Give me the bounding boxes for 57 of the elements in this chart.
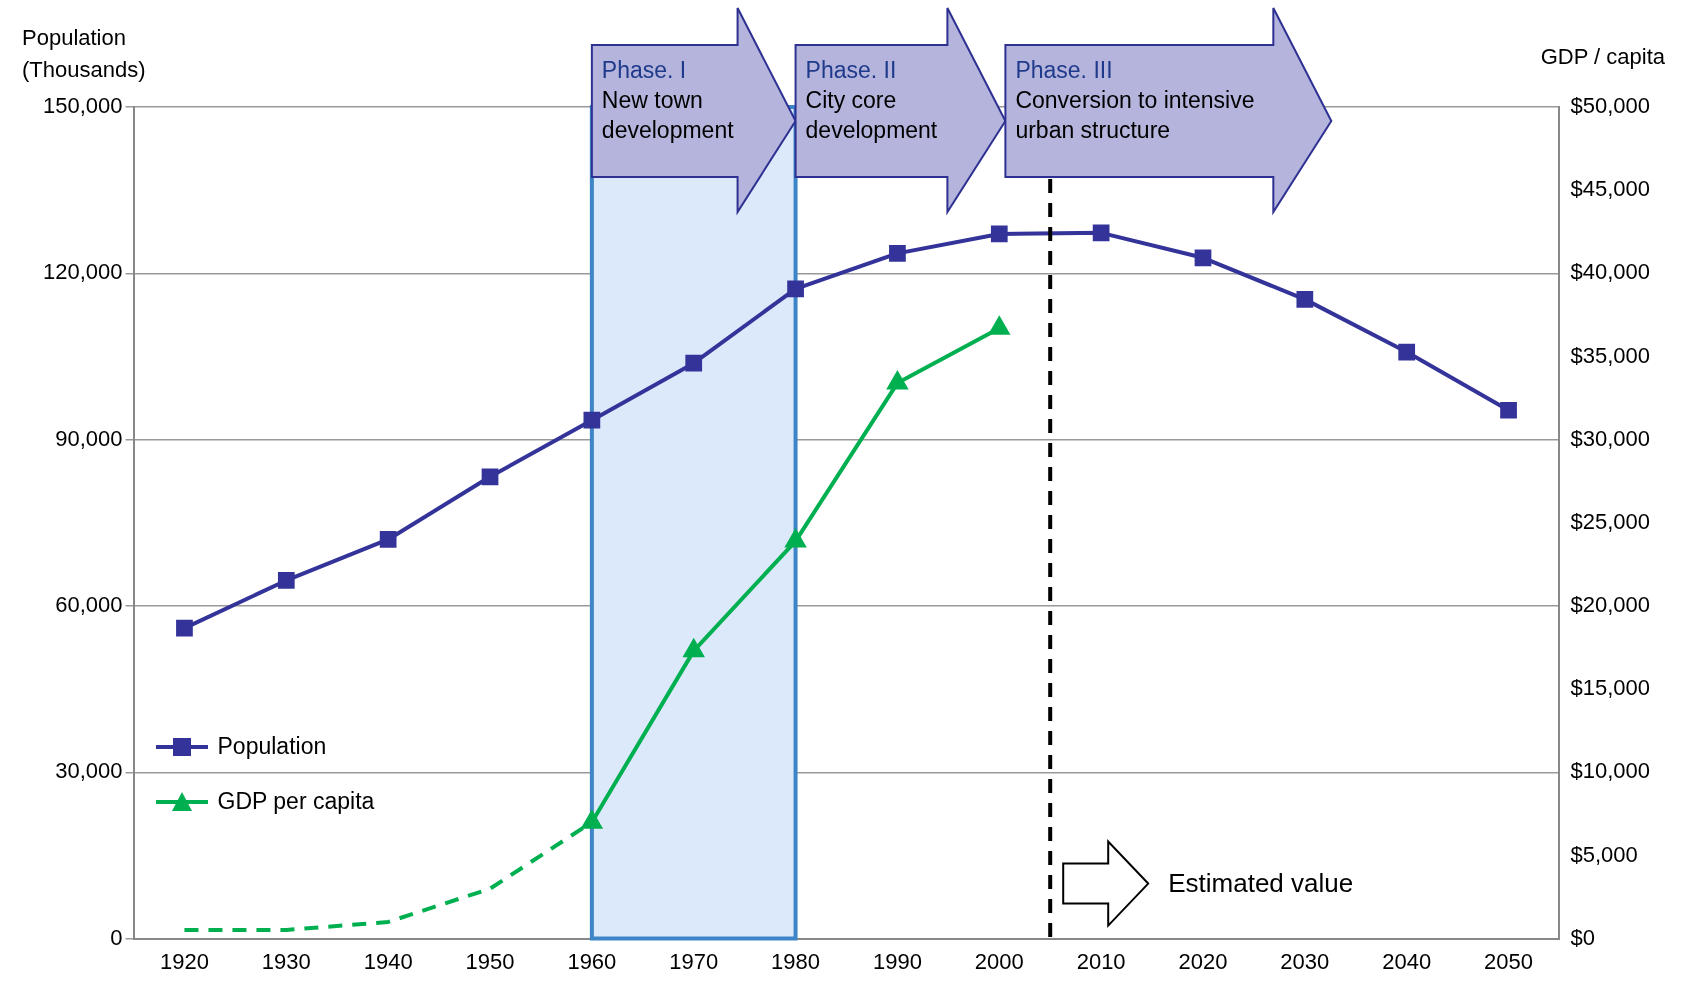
point: [887, 372, 908, 390]
y2-tick-label: $15,000: [1570, 675, 1651, 701]
annotation: Phase. I New town development: [601, 56, 735, 145]
x-tick-label: 2030: [1280, 948, 1330, 974]
point: [1092, 224, 1110, 242]
point: [787, 280, 804, 298]
point: [583, 411, 601, 429]
y2-tick-label: $0: [1570, 924, 1595, 950]
point: [1194, 249, 1212, 267]
y2-tick-label: $50,000: [1570, 93, 1651, 119]
legend-label: Population: [217, 733, 327, 761]
y2-tick-label: $20,000: [1570, 592, 1651, 618]
y2-tick-label: $5,000: [1570, 841, 1638, 867]
legend-label: GDP per capita: [217, 788, 375, 816]
point: [1296, 291, 1314, 308]
annotation: Estimated value: [1168, 867, 1354, 899]
point: [785, 530, 806, 548]
y2-tick-label: $45,000: [1570, 176, 1651, 202]
x-tick-label: 1970: [669, 948, 719, 974]
y2-axis-title: GDP / capita: [1540, 44, 1665, 70]
annotation: Phase. III Conversion to intensive urban structure: [1015, 56, 1256, 145]
x-tick-label: 2040: [1382, 948, 1432, 974]
x-tick-label: 2020: [1178, 948, 1228, 974]
point: [1500, 401, 1517, 419]
y-tick-label: 0: [110, 924, 123, 950]
x-tick-label: 2050: [1484, 948, 1534, 974]
x-tick-label: 1980: [771, 948, 821, 974]
x-tick-label: 2010: [1076, 948, 1126, 974]
y2-tick-label: $30,000: [1570, 425, 1651, 451]
point: [176, 619, 193, 637]
y-tick-label: 150,000: [42, 93, 123, 119]
x-tick-label: 1950: [465, 948, 515, 974]
y-tick-label: 60,000: [55, 592, 123, 618]
x-tick-label: 1930: [261, 948, 311, 974]
x-tick-label: 1920: [159, 948, 209, 974]
y2-tick-label: $40,000: [1570, 259, 1651, 285]
y2-tick-label: $25,000: [1570, 508, 1651, 534]
x-tick-label: 2000: [974, 948, 1024, 974]
x-tick-label: 1940: [363, 948, 413, 974]
y-tick-label: 120,000: [42, 259, 123, 285]
point: [379, 531, 397, 548]
point: [682, 637, 705, 658]
x-tick-label: 1990: [872, 948, 922, 974]
y-tick-label: 30,000: [55, 758, 123, 784]
x-tick-label: 1960: [567, 948, 617, 974]
annotation: Phase. II City core development: [805, 56, 939, 145]
point: [990, 225, 1008, 243]
y2-tick-label: $10,000: [1570, 758, 1651, 784]
point: [277, 572, 295, 589]
point: [889, 245, 906, 262]
point: [1398, 343, 1416, 361]
point: [685, 354, 703, 372]
y-tick-label: 90,000: [55, 425, 123, 451]
point: [989, 317, 1010, 335]
point: [481, 468, 499, 486]
y-axis-title: Population (Thousands): [22, 24, 146, 84]
y2-tick-label: $35,000: [1570, 342, 1651, 368]
